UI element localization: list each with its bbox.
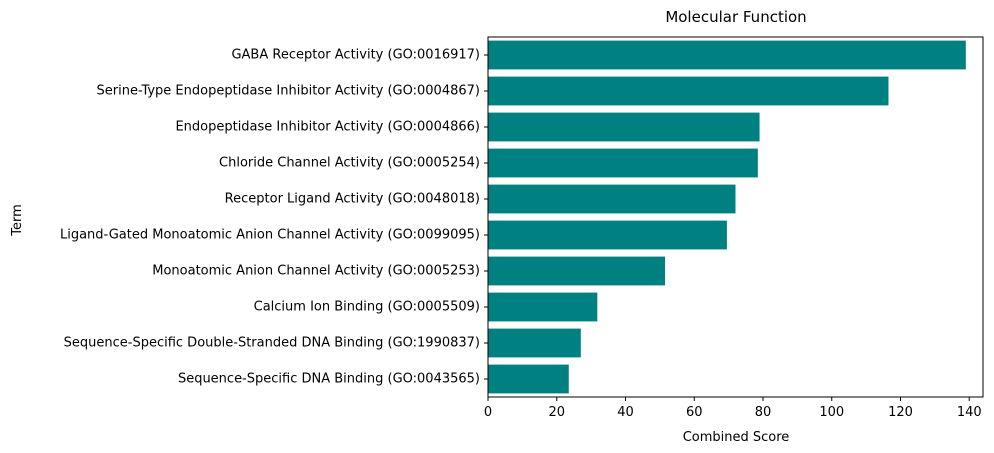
x-tick-label: 40 xyxy=(617,405,634,420)
bar xyxy=(488,40,966,70)
plot-frame xyxy=(487,36,984,398)
bar xyxy=(488,112,760,142)
y-tick-label: Receptor Ligand Activity (GO:0048018) xyxy=(225,192,480,207)
x-tick-label: 80 xyxy=(755,405,772,420)
y-tick-label: Ligand-Gated Monoatomic Anion Channel Ac… xyxy=(60,228,480,243)
x-tick-label: 20 xyxy=(548,405,565,420)
y-tick-label: Serine-Type Endopeptidase Inhibitor Acti… xyxy=(97,84,481,99)
plot-area: GABA Receptor Activity (GO:0016917) Serin… xyxy=(60,36,984,420)
x-tick-label: 140 xyxy=(957,405,982,420)
bar xyxy=(488,328,581,358)
chart-title: Molecular Function xyxy=(665,8,806,26)
y-tick-label: GABA Receptor Activity (GO:0016917) xyxy=(231,48,480,63)
y-tick-label: Sequence-Specific DNA Binding (GO:004356… xyxy=(178,372,480,387)
bar xyxy=(488,76,889,106)
x-tick-label: 60 xyxy=(686,405,703,420)
x-tick-label: 100 xyxy=(819,405,844,420)
bar xyxy=(488,220,727,250)
bar xyxy=(488,256,666,286)
x-tick-label: 120 xyxy=(888,405,913,420)
bar xyxy=(488,364,569,394)
y-axis-title: Term xyxy=(10,204,25,237)
bar xyxy=(488,292,598,322)
y-tick-label: Calcium Ion Binding (GO:0005509) xyxy=(254,300,480,315)
y-tick-label: Chloride Channel Activity (GO:0005254) xyxy=(219,156,480,171)
x-tick-label: 0 xyxy=(484,405,492,420)
x-axis-title: Combined Score xyxy=(683,430,790,445)
bar xyxy=(488,184,736,214)
y-tick-label: Monoatomic Anion Channel Activity (GO:00… xyxy=(152,264,480,279)
bar xyxy=(488,148,758,178)
y-tick-label: Endopeptidase Inhibitor Activity (GO:000… xyxy=(175,120,480,135)
y-tick-label: Sequence-Specific Double-Stranded DNA Bi… xyxy=(64,336,480,351)
